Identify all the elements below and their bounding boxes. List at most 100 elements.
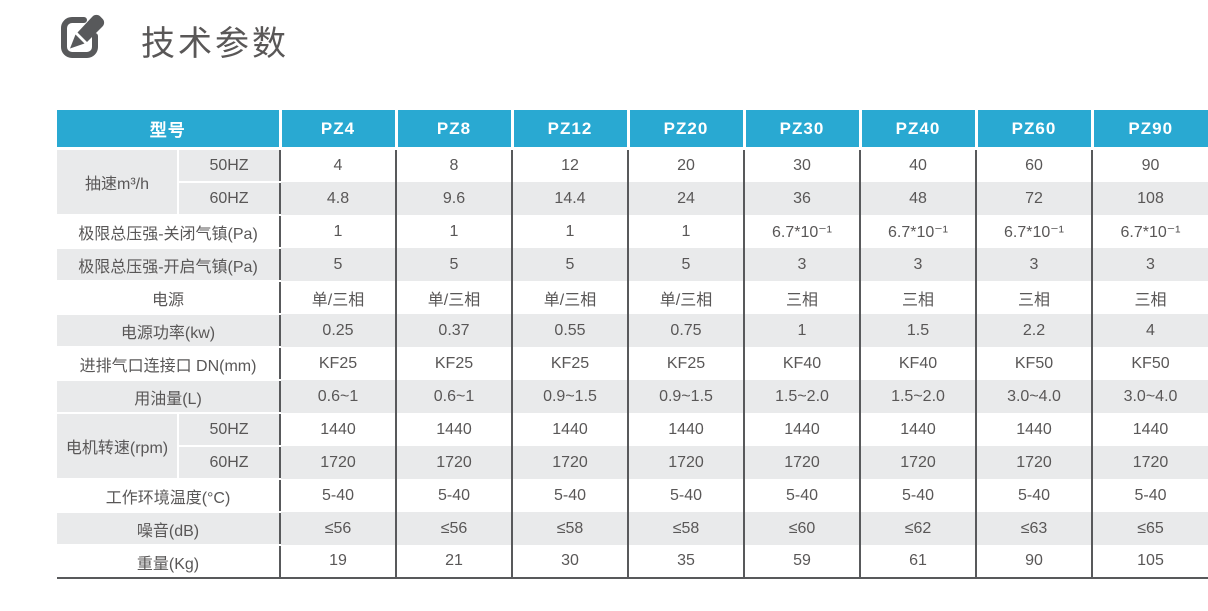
- value-cell: 1440: [627, 413, 744, 446]
- value-cell: 59: [743, 545, 860, 579]
- value-cell: ≤56: [279, 512, 396, 545]
- table-row: 电源功率(kw) 0.25 0.37 0.55 0.75 1 1.5 2.2 4: [57, 314, 1208, 348]
- value-cell: KF25: [395, 347, 512, 380]
- value-cell: 9.6: [395, 182, 512, 215]
- value-cell: 30: [743, 148, 860, 182]
- value-cell: 0.75: [627, 314, 744, 347]
- value-cell: KF25: [511, 347, 628, 380]
- value-cell: 1.5: [859, 314, 976, 347]
- value-cell: 48: [859, 182, 976, 215]
- table-row: 工作环境温度(°C) 5-40 5-40 5-40 5-40 5-40 5-40 5-40 5-…: [57, 479, 1208, 513]
- value-cell: 21: [395, 545, 512, 579]
- value-cell: 4.8: [279, 182, 396, 215]
- value-cell: 90: [975, 545, 1092, 579]
- value-cell: 0.6~1: [279, 380, 396, 413]
- value-cell: 30: [511, 545, 628, 579]
- col-header-model-label: 型号: [57, 110, 280, 150]
- value-cell: 6.7*10⁻¹: [975, 215, 1092, 248]
- row-label: 重量(Kg): [57, 545, 280, 579]
- spec-table-head: 型号 PZ4 PZ8 PZ12 PZ20 PZ30 PZ40 PZ60 PZ90: [57, 110, 1208, 150]
- table-row: 极限总压强-关闭气镇(Pa) 1 1 1 1 6.7*10⁻¹ 6.7*10⁻¹ 6.7*10…: [57, 215, 1208, 249]
- value-cell: 2.2: [975, 314, 1092, 347]
- value-cell: 0.9~1.5: [627, 380, 744, 413]
- col-header-pz30: PZ30: [742, 110, 860, 150]
- value-cell: 35: [627, 545, 744, 579]
- value-cell: 1720: [859, 446, 976, 479]
- value-cell: 1440: [743, 413, 860, 446]
- row-sub-label: 60HZ: [177, 182, 280, 216]
- value-cell: 5-40: [627, 479, 744, 512]
- row-label: 用油量(L): [57, 380, 280, 414]
- value-cell: KF50: [1091, 347, 1208, 380]
- value-cell: 5-40: [743, 479, 860, 512]
- value-cell: ≤63: [975, 512, 1092, 545]
- col-header-pz4: PZ4: [278, 110, 396, 150]
- value-cell: 40: [859, 148, 976, 182]
- value-cell: 单/三相: [279, 281, 396, 314]
- table-row: 进排气口连接口 DN(mm) KF25 KF25 KF25 KF25 KF40 KF40 KF…: [57, 347, 1208, 381]
- value-cell: 90: [1091, 148, 1208, 182]
- value-cell: 1720: [627, 446, 744, 479]
- value-cell: 5-40: [279, 479, 396, 512]
- value-cell: 1720: [279, 446, 396, 479]
- value-cell: 12: [511, 148, 628, 182]
- value-cell: 三相: [1091, 281, 1208, 314]
- value-cell: 1: [627, 215, 744, 248]
- value-cell: 单/三相: [511, 281, 628, 314]
- value-cell: 108: [1091, 182, 1208, 215]
- table-row: 抽速m³/h 50HZ 4 8 12 20 30 40 60 90: [57, 148, 1208, 216]
- value-cell: 3: [743, 248, 860, 281]
- value-cell: 0.37: [395, 314, 512, 347]
- col-header-pz8: PZ8: [394, 110, 512, 150]
- value-cell: 20: [627, 148, 744, 182]
- value-cell: 1720: [743, 446, 860, 479]
- table-row: 电机转速(rpm) 50HZ 1440 1440 1440 1440 1440 1440 144…: [57, 413, 1208, 480]
- value-cell: 3.0~4.0: [975, 380, 1092, 413]
- row-label: 极限总压强-关闭气镇(Pa): [57, 215, 280, 249]
- value-cell: 4: [279, 148, 396, 182]
- value-cell: ≤62: [859, 512, 976, 545]
- value-cell: 5-40: [511, 479, 628, 512]
- value-cell: 61: [859, 545, 976, 579]
- value-cell: ≤65: [1091, 512, 1208, 545]
- edit-pencil-icon: [55, 11, 109, 70]
- col-header-pz40: PZ40: [858, 110, 976, 150]
- value-cell: 1: [511, 215, 628, 248]
- value-cell: 1: [279, 215, 396, 248]
- header-row: 型号 PZ4 PZ8 PZ12 PZ20 PZ30 PZ40 PZ60 PZ90: [57, 110, 1208, 150]
- col-header-pz90: PZ90: [1090, 110, 1208, 150]
- value-cell: ≤58: [511, 512, 628, 545]
- row-sub-label: 50HZ: [177, 148, 280, 183]
- value-cell: KF25: [279, 347, 396, 380]
- section-header: 技术参数: [55, 12, 1208, 68]
- value-cell: 36: [743, 182, 860, 215]
- value-cell: 4: [1091, 314, 1208, 347]
- row-sub-label: 60HZ: [177, 446, 280, 480]
- value-cell: 1.5~2.0: [743, 380, 860, 413]
- value-cell: ≤60: [743, 512, 860, 545]
- value-cell: 三相: [975, 281, 1092, 314]
- value-cell: KF40: [743, 347, 860, 380]
- value-cell: 5-40: [1091, 479, 1208, 512]
- value-cell: 19: [279, 545, 396, 579]
- value-cell: 5-40: [859, 479, 976, 512]
- row-group-label: 抽速m³/h: [57, 148, 178, 216]
- value-cell: 1: [395, 215, 512, 248]
- row-label: 噪音(dB): [57, 512, 280, 546]
- value-cell: 1440: [279, 413, 396, 446]
- value-cell: 单/三相: [627, 281, 744, 314]
- value-cell: 6.7*10⁻¹: [743, 215, 860, 248]
- value-cell: 3: [1091, 248, 1208, 281]
- value-cell: 1: [743, 314, 860, 347]
- col-header-pz60: PZ60: [974, 110, 1092, 150]
- value-cell: 0.55: [511, 314, 628, 347]
- col-header-pz12: PZ12: [510, 110, 628, 150]
- value-cell: 0.6~1: [395, 380, 512, 413]
- value-cell: KF40: [859, 347, 976, 380]
- value-cell: 72: [975, 182, 1092, 215]
- value-cell: 105: [1091, 545, 1208, 579]
- value-cell: KF25: [627, 347, 744, 380]
- value-cell: 5: [395, 248, 512, 281]
- value-cell: 5-40: [975, 479, 1092, 512]
- value-cell: 1440: [511, 413, 628, 446]
